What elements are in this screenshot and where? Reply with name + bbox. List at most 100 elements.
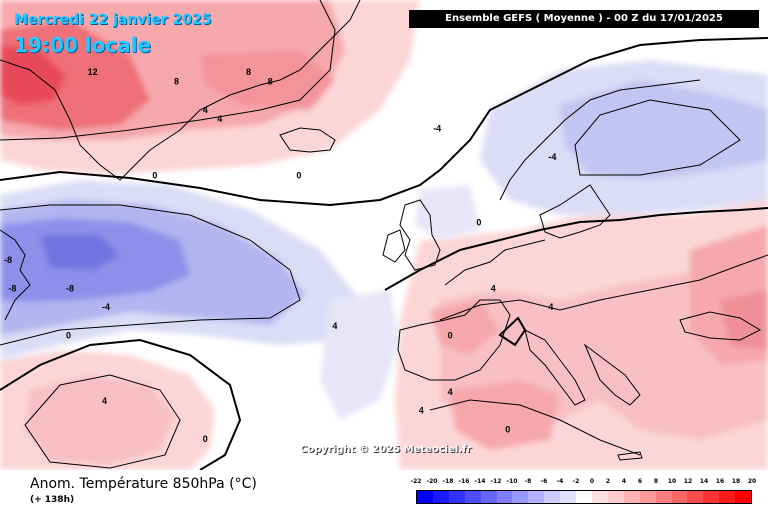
scale-tick-label: -12 [490,478,502,485]
scale-swatch [639,491,656,503]
forecast-time: 19:00 locale [14,33,151,57]
atlantic-cold-core [40,235,120,270]
scale-tick-label: 14 [699,478,709,485]
legend-panel: Anom. Température 850hPa (°C) (+ 138h) -… [0,470,768,512]
zero-contours [0,37,768,470]
plus-four-atlantic [24,374,181,469]
labrador-coast [0,229,31,321]
iceland-coast [279,127,336,153]
variable-title: Anom. Température 850hPa (°C) [30,476,257,492]
scale-tick-label: -14 [474,478,486,485]
scale-tick-label: -6 [540,478,548,485]
zero-line-mediterranean [498,316,527,347]
contour-label: -4 [102,302,110,312]
scale-tick-label: 2 [605,478,611,485]
minus-four-scandinavia [574,99,741,176]
color-scale-bar [416,490,752,504]
scale-swatch [655,491,672,503]
copyright-notice: Copyright © 2025 Meteociel.fr [300,444,472,455]
contour-label: 0 [505,424,510,434]
scale-swatch [480,491,497,503]
contour-label: 12 [88,67,98,77]
scale-tick-label: 6 [637,478,643,485]
contour-label: 0 [448,330,453,340]
scale-tick-label: 20 [747,478,757,485]
contour-label: -8 [66,283,74,293]
iberia-warm [430,300,500,355]
scale-swatch [735,491,752,503]
contour-label: 0 [296,171,301,181]
scale-tick-label: 16 [715,478,725,485]
plus-four-greenland [0,0,336,141]
balkans-coast [583,343,641,406]
north-africa-coast [429,399,641,456]
ireland-coast [382,229,406,263]
norway-coast [499,79,701,201]
warm-anomaly-fill [0,0,768,470]
contour-label: -8 [8,283,16,293]
baltic-coast [539,184,611,239]
zero-line-europe [384,207,768,291]
scale-swatch [703,491,720,503]
scale-swatch [719,491,736,503]
contour-label: 4 [217,114,222,124]
lead-time: (+ 138h) [30,495,75,505]
scale-tick-label: 8 [653,478,659,485]
scale-tick-label: -2 [572,478,580,485]
scale-tick-label: -4 [556,478,564,485]
scale-swatch [560,491,577,503]
forecast-date: Mercredi 22 janvier 2025 [14,12,212,28]
contour-label: -8 [4,255,12,265]
contour-label: 4 [203,105,208,115]
contour-label: 4 [332,321,337,331]
contour-label: 8 [174,77,179,87]
model-run-banner: Ensemble GEFS ( Moyenne ) - 00 Z du 17/0… [409,10,759,28]
scale-swatch [496,491,513,503]
contour-label: 0 [203,434,208,444]
scale-tick-label: 4 [621,478,627,485]
contour-label: 0 [66,330,71,340]
scale-tick-label: -10 [506,478,518,485]
scale-tick-label: -8 [524,478,532,485]
scale-swatch [576,491,592,503]
contour-label: 0 [476,218,481,228]
contour-label: -4 [548,152,556,162]
minus-four-atlantic [0,204,301,346]
scale-swatch [512,491,529,503]
scale-tick-label: 10 [667,478,677,485]
greenland-warm-peak [0,45,65,105]
scale-swatch [417,491,433,503]
black-sea-coast [679,311,762,341]
scale-tick-label: -16 [458,478,470,485]
contour-label: 8 [268,77,273,87]
color-scale-ticks: -22 -20 -18 -16 -14 -12 -10 -8 -6 -4 -2 0 2 4 6 8 10 12 14… [411,478,757,488]
scale-swatch [464,491,481,503]
contour-label: 4 [419,406,424,416]
minus-four-contours [0,0,768,469]
scale-tick-label: -22 [410,478,422,485]
east-greenland-warm [200,50,335,110]
europe-north-coast [444,239,546,286]
scale-tick-label: -18 [442,478,454,485]
scale-swatch [591,491,608,503]
greenland-coast [0,0,361,181]
zero-line-north [0,37,768,207]
biscay-cold [320,290,400,420]
contour-label: 0 [152,171,157,181]
scale-tick-label: -20 [426,478,438,485]
contour-label: 4 [491,283,496,293]
crete-coast [617,451,643,461]
plus-four-europe [439,254,768,321]
coastlines [0,0,762,461]
contour-label: 4 [448,387,453,397]
scale-tick-label: 0 [589,478,595,485]
contour-label: -4 [433,124,441,134]
contour-label: 4 [548,302,553,312]
atlantic-warm-medium [25,375,175,465]
scale-tick-label: 12 [683,478,693,485]
scale-swatch [687,491,704,503]
scale-swatch [528,491,545,503]
